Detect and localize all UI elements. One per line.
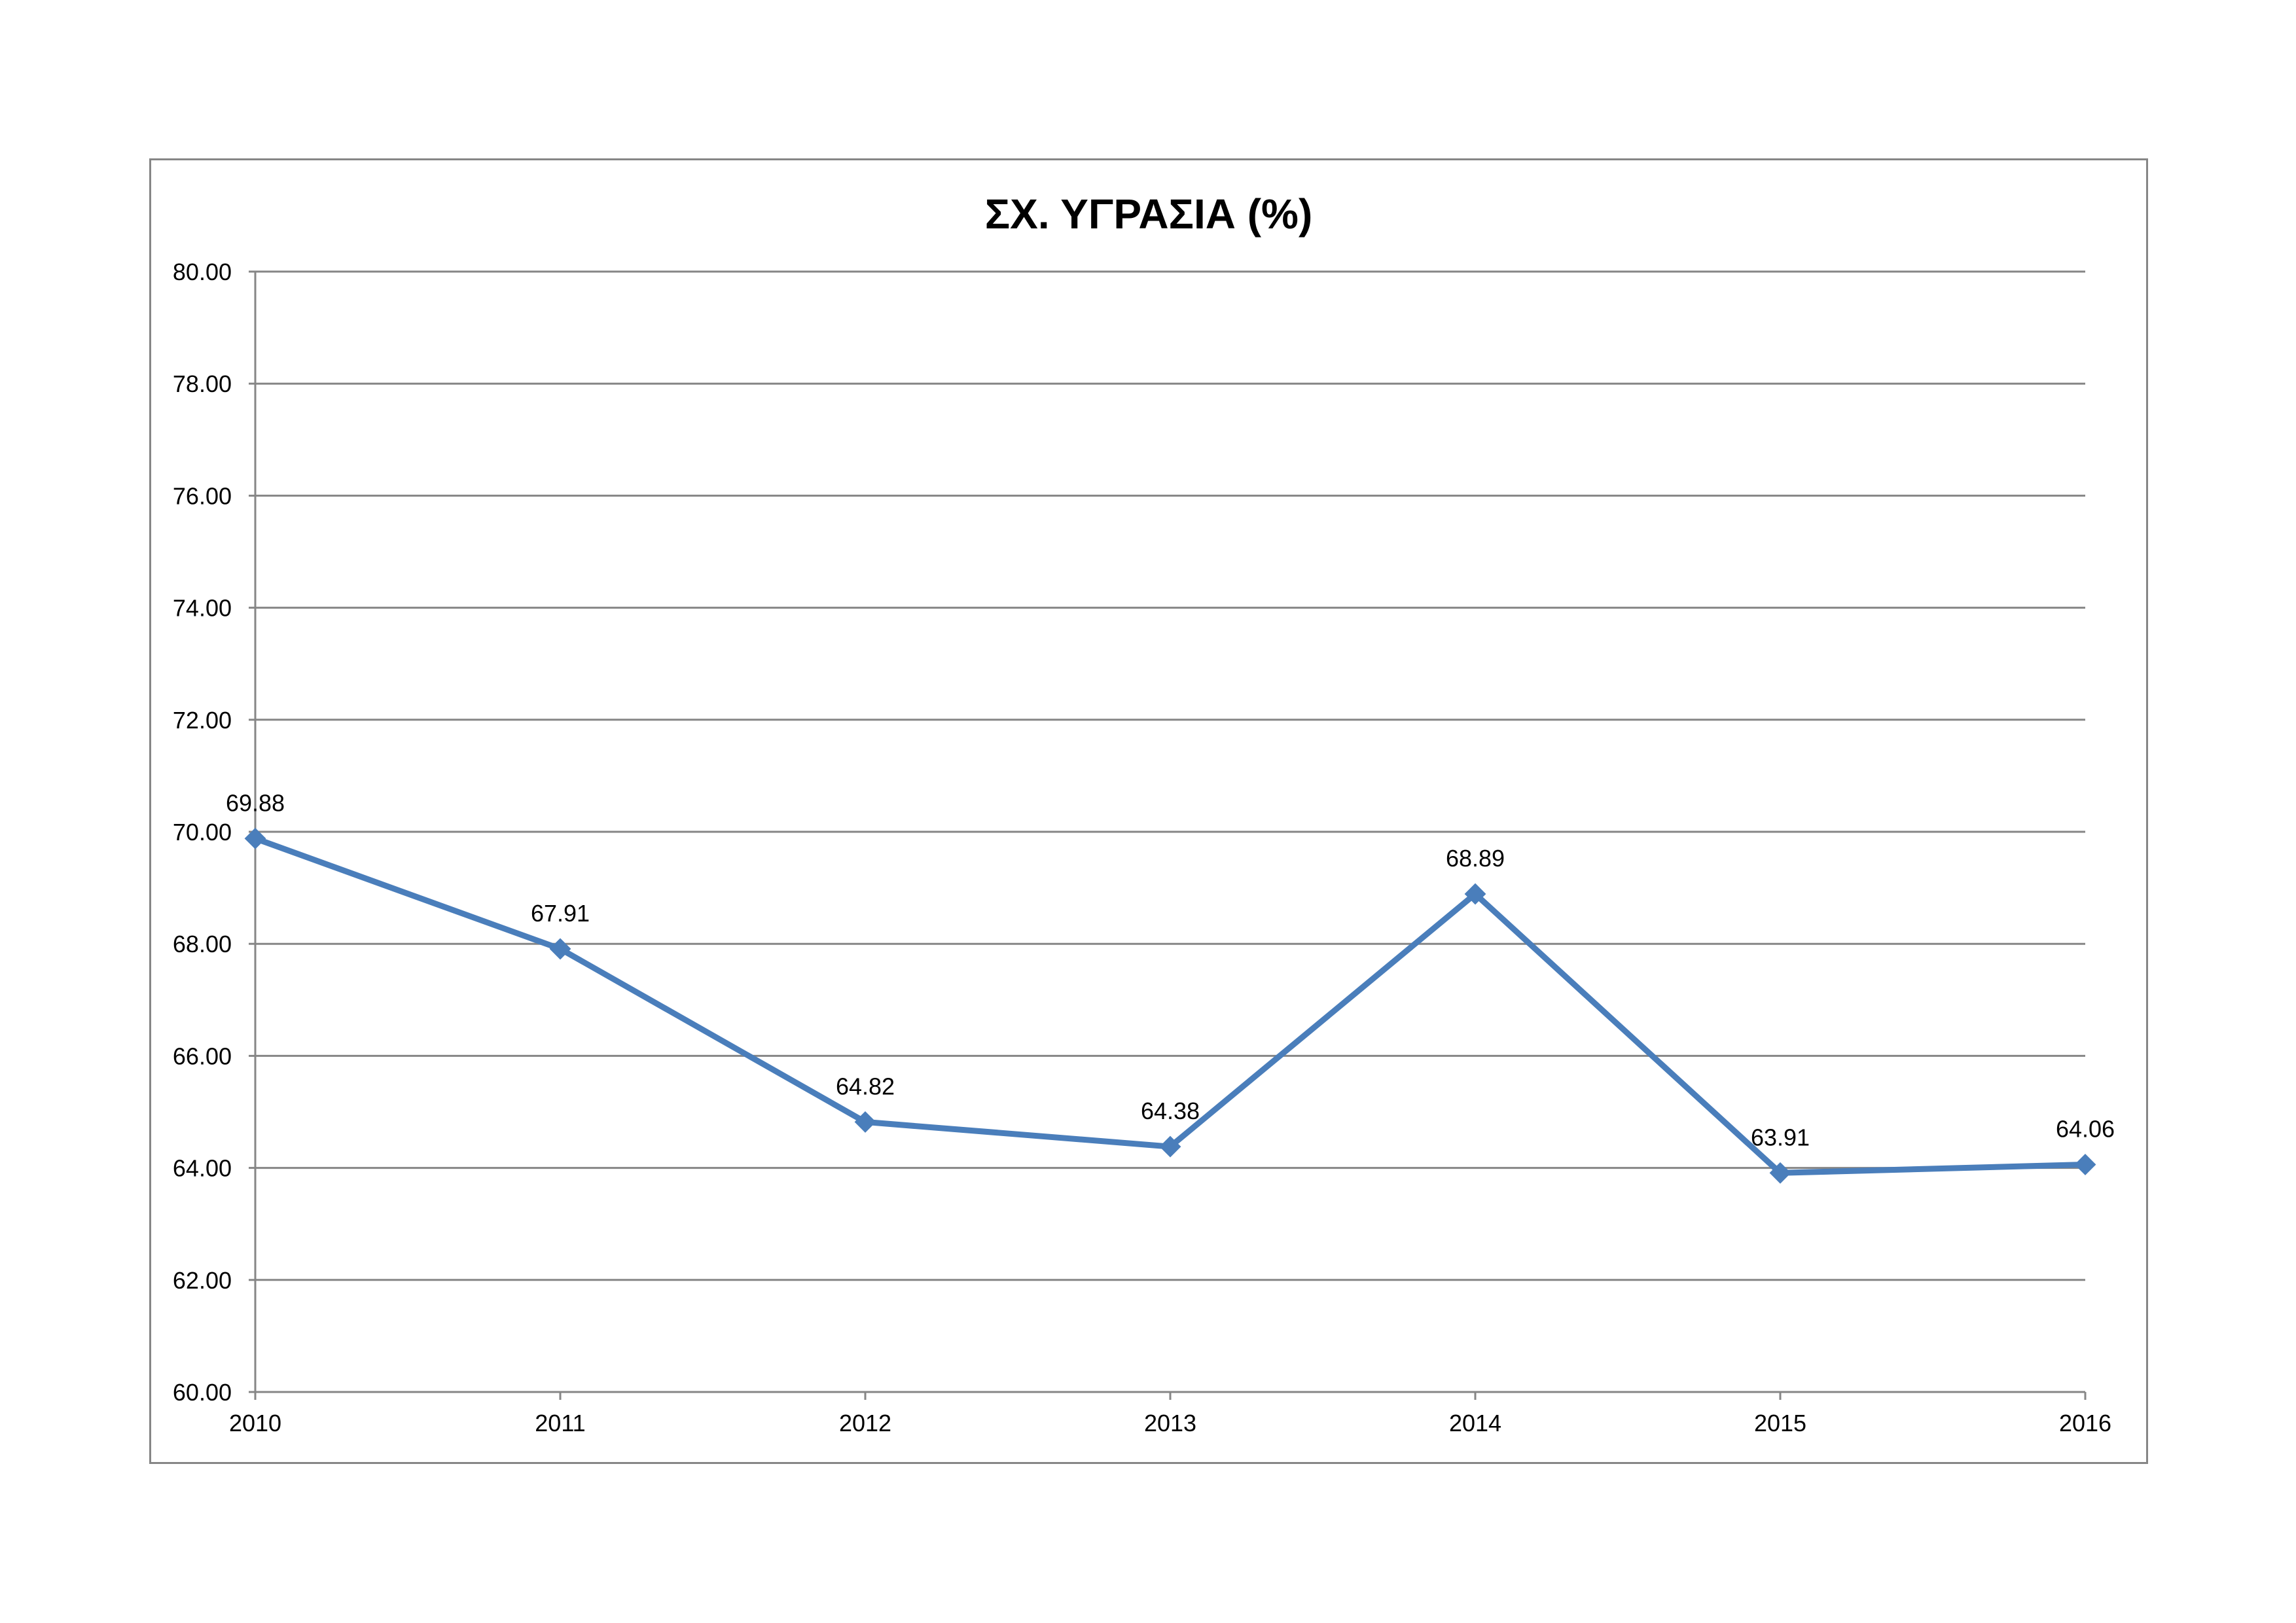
x-tick-label: 2010 <box>229 1410 281 1436</box>
x-tick-label: 2011 <box>535 1410 585 1436</box>
x-tick-label: 2016 <box>2059 1410 2111 1436</box>
data-label: 64.38 <box>1141 1097 1200 1124</box>
data-point <box>2074 1154 2096 1175</box>
y-tick-label: 62.00 <box>173 1267 232 1294</box>
data-label: 63.91 <box>1751 1124 1810 1150</box>
y-axis-tick-labels: 60.00 62.00 64.00 66.00 68.00 70.00 72.00 74.00… <box>173 259 232 1406</box>
y-tick-label: 80.00 <box>173 259 232 285</box>
data-point <box>1769 1162 1791 1184</box>
y-tick-label: 70.00 <box>173 819 232 846</box>
x-axis-tick-labels: 2010 2011 2012 2013 2014 2015 2016 <box>229 1410 2111 1436</box>
chart-title: ΣΧ. ΥΓΡΑΣΙΑ (%) <box>985 190 1313 238</box>
x-tick-label: 2014 <box>1449 1410 1501 1436</box>
data-point <box>549 938 571 960</box>
y-tick-label: 72.00 <box>173 707 232 734</box>
data-label: 68.89 <box>1446 845 1505 872</box>
y-tick-label: 60.00 <box>173 1379 232 1406</box>
gridlines <box>255 270 2085 1281</box>
data-labels: 69.88 67.91 64.82 64.38 68.89 63.91 64.06 <box>226 789 2115 1150</box>
chart-area: ΣΧ. ΥΓΡΑΣΙΑ (%) 60.00 62.00 64.00 66.00 68.0… <box>149 158 2148 1464</box>
data-point <box>1159 1135 1181 1158</box>
y-tick-label: 64.00 <box>173 1155 232 1182</box>
axes <box>249 270 2087 1400</box>
data-label: 67.91 <box>531 900 590 927</box>
data-label: 64.82 <box>836 1073 895 1099</box>
x-tick-label: 2015 <box>1754 1410 1806 1436</box>
line-chart: ΣΧ. ΥΓΡΑΣΙΑ (%) 60.00 62.00 64.00 66.00 68.0… <box>173 190 2115 1436</box>
data-point <box>244 827 266 849</box>
data-point <box>1464 883 1486 905</box>
data-point <box>854 1111 876 1133</box>
x-tick-label: 2012 <box>839 1410 891 1436</box>
x-tick-label: 2013 <box>1144 1410 1196 1436</box>
data-markers <box>244 827 2096 1184</box>
y-tick-label: 66.00 <box>173 1043 232 1069</box>
data-label: 69.88 <box>226 789 285 816</box>
y-tick-label: 74.00 <box>173 595 232 622</box>
y-tick-label: 78.00 <box>173 370 232 397</box>
data-label: 64.06 <box>2056 1115 2115 1142</box>
y-tick-label: 68.00 <box>173 931 232 957</box>
y-tick-label: 76.00 <box>173 482 232 509</box>
